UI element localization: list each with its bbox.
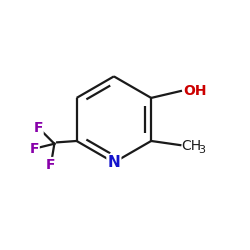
Text: F: F [46, 158, 55, 172]
Text: F: F [34, 121, 43, 135]
Text: CH: CH [182, 139, 202, 153]
Text: N: N [108, 155, 120, 170]
Text: F: F [30, 142, 39, 156]
Text: 3: 3 [198, 146, 205, 156]
Text: OH: OH [184, 84, 207, 98]
